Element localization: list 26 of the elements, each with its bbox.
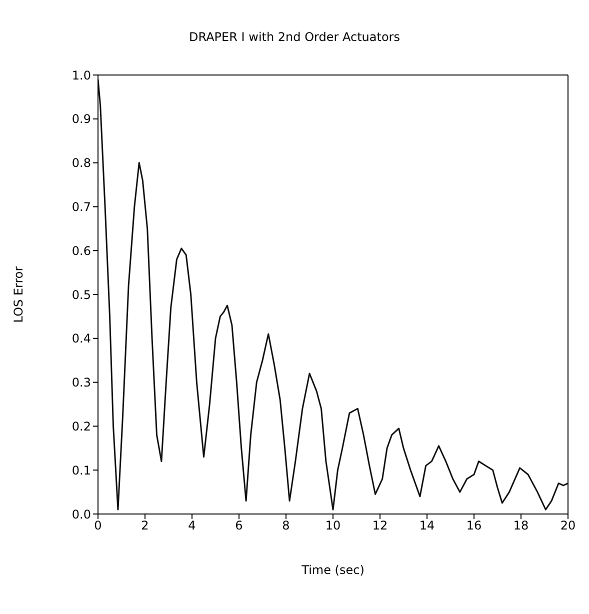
x-tick-label: 0 (94, 518, 102, 533)
x-tick-label: 20 (560, 518, 576, 533)
chart-title: DRAPER I with 2nd Order Actuators (188, 30, 401, 44)
y-tick-label: 0.6 (72, 244, 91, 258)
y-tick-label: 0.4 (72, 332, 91, 346)
y-tick-label: 1.0 (72, 68, 91, 82)
x-tick-label: 12 (372, 518, 388, 533)
y-tick-label: 0.2 (72, 419, 91, 434)
x-tick-label: 8 (282, 518, 290, 533)
x-tick-label: 4 (188, 518, 196, 533)
x-tick-label: 14 (419, 518, 435, 533)
y-tick-label: 0.9 (72, 112, 91, 126)
x-axis-title: Time (sec) (300, 563, 364, 577)
x-tick-label: 16 (466, 518, 482, 533)
x-tick-label: 18 (513, 518, 529, 533)
x-tick-label: 2 (141, 518, 149, 533)
y-tick-label: 0.5 (72, 288, 91, 302)
y-tick-label: 0.0 (72, 507, 91, 522)
line-series (98, 78, 568, 510)
x-tick-label: 6 (235, 518, 243, 533)
y-tick-label: 0.3 (72, 376, 91, 390)
x-tick-label: 10 (325, 518, 341, 533)
y-tick-label: 0.7 (72, 200, 91, 214)
y-axis-title: LOS Error (11, 266, 26, 323)
y-tick-label: 0.8 (72, 156, 91, 170)
y-tick-label: 0.1 (72, 463, 91, 478)
